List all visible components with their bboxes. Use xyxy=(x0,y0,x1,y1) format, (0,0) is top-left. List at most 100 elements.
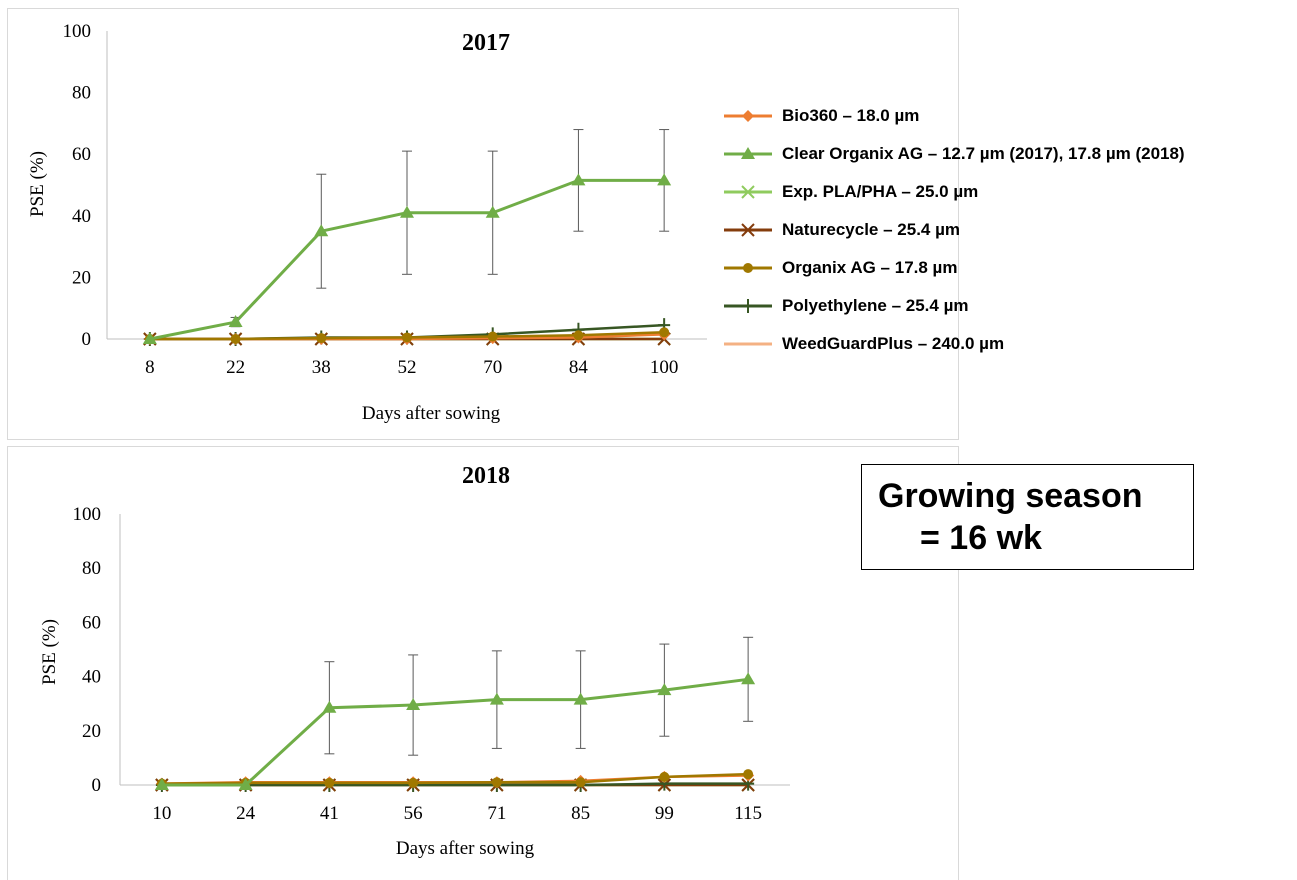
series-clear-organix xyxy=(142,129,672,344)
y-tick-label: 60 xyxy=(72,144,91,165)
legend-item: Clear Organix AG – 12.7 µm (2017), 17.8 … xyxy=(722,135,1185,173)
data-point xyxy=(491,777,502,788)
legend-swatch-bio360 xyxy=(724,110,772,122)
legend-item: Naturecycle – 25.4 µm xyxy=(722,211,1185,249)
chart-frame xyxy=(7,8,959,440)
legend-label: Exp. PLA/PHA – 25.0 µm xyxy=(782,182,979,201)
x-tick-label: 24 xyxy=(236,803,256,824)
data-point xyxy=(743,769,754,780)
legend-item: Organix AG – 17.8 µm xyxy=(722,249,1185,287)
legend-swatch-weedguardplus xyxy=(724,342,772,346)
data-point xyxy=(571,173,586,186)
data-point xyxy=(314,224,329,237)
y-tick-label: 100 xyxy=(73,504,102,525)
data-point xyxy=(489,692,504,705)
data-point xyxy=(659,327,670,338)
legend-label: Bio360 – 18.0 µm xyxy=(782,106,920,125)
x-axis-label: Days after sowing xyxy=(362,403,501,424)
legend-marker xyxy=(741,223,755,237)
legend-label: Clear Organix AG – 12.7 µm (2017), 17.8 … xyxy=(782,144,1185,163)
chart-title: 2018 xyxy=(462,463,510,489)
legend-item: WeedGuardPlus – 240.0 µm xyxy=(722,325,1185,363)
y-tick-label: 40 xyxy=(72,206,91,227)
legend-item: Exp. PLA/PHA – 25.0 µm xyxy=(722,173,1185,211)
y-tick-label: 40 xyxy=(82,667,101,688)
data-point xyxy=(324,777,335,788)
y-tick-label: 80 xyxy=(82,558,101,579)
x-tick-label: 115 xyxy=(734,803,762,824)
x-tick-label: 100 xyxy=(650,357,679,378)
series-line xyxy=(161,772,749,785)
y-axis-label: PSE (%) xyxy=(39,619,60,685)
y-tick-label: 60 xyxy=(82,612,101,633)
x-tick-label: 22 xyxy=(226,357,245,378)
data-point xyxy=(408,777,419,788)
legend-label: Organix AG – 17.8 µm xyxy=(782,258,958,277)
legend-item: Bio360 – 18.0 µm xyxy=(722,97,1185,135)
x-tick-label: 99 xyxy=(655,803,674,824)
data-point xyxy=(485,205,500,218)
chart-2018: 2018 PSE (%) Days after sowing 0 20 40 60 80… xyxy=(7,446,959,880)
data-point xyxy=(657,683,672,696)
legend-marker xyxy=(741,147,755,159)
y-tick-label: 20 xyxy=(72,267,91,288)
plot-area: 0 20 40 60 80 100 10 24 41 56 71 85 99 115 xyxy=(73,504,790,824)
series-line xyxy=(161,677,749,787)
growing-season-line1: Growing season xyxy=(878,477,1143,515)
data-point xyxy=(228,315,243,328)
legend-label: Naturecycle – 25.4 µm xyxy=(782,220,961,239)
x-tick-label: 52 xyxy=(398,357,417,378)
x-tick-label: 70 xyxy=(483,357,502,378)
legend-swatch-organix-ag xyxy=(724,263,772,273)
x-tick-label: 38 xyxy=(312,357,331,378)
legend-item: Polyethylene – 25.4 µm xyxy=(722,287,1185,325)
data-point xyxy=(154,778,169,790)
x-tick-label: 85 xyxy=(571,803,590,824)
legend-marker xyxy=(742,299,754,313)
chart-2017: 2017 PSE (%) Days after sowing 0 20 40 60 80… xyxy=(7,8,959,440)
legend-marker xyxy=(742,110,754,122)
legend-label: WeedGuardPlus – 240.0 µm xyxy=(782,334,1005,353)
y-tick-label: 0 xyxy=(82,329,92,350)
data-point xyxy=(575,777,586,788)
legend-swatch-naturecycle xyxy=(724,223,772,237)
chart-frame xyxy=(7,446,959,880)
legend-swatch-exp-pla-pha xyxy=(724,185,772,199)
data-point xyxy=(573,692,588,705)
legend: Bio360 – 18.0 µm Clear Organix AG – 12.7… xyxy=(722,97,1185,363)
legend-marker xyxy=(743,263,753,273)
y-tick-label: 80 xyxy=(72,83,91,104)
legend-swatch-clear-organix xyxy=(724,147,772,159)
series-line xyxy=(161,782,749,787)
x-tick-label: 84 xyxy=(569,357,589,378)
plot-area: 0 20 40 60 80 100 8 22 38 52 70 84 100 xyxy=(63,21,707,378)
data-point xyxy=(316,333,327,344)
y-tick-label: 0 xyxy=(92,775,102,796)
y-axis-label: PSE (%) xyxy=(27,151,48,217)
data-point xyxy=(238,778,253,790)
legend-marker xyxy=(741,185,755,199)
data-point xyxy=(142,332,157,344)
growing-season-line2: = 16 wk xyxy=(920,519,1042,557)
data-point xyxy=(322,700,337,713)
series-clear-organix xyxy=(154,636,756,790)
x-tick-label: 41 xyxy=(320,803,339,824)
data-point xyxy=(402,332,412,343)
data-point xyxy=(400,205,414,218)
y-tick-label: 100 xyxy=(63,21,92,42)
x-tick-label: 56 xyxy=(404,803,423,824)
data-point xyxy=(657,173,672,186)
growing-season-callout: Growing season = 16 wk xyxy=(861,464,1194,570)
legend-label: Polyethylene – 25.4 µm xyxy=(782,296,969,315)
x-tick-label: 71 xyxy=(487,803,506,824)
data-point xyxy=(406,698,421,711)
legend-swatch-polyethylene xyxy=(724,299,772,313)
x-tick-label: 10 xyxy=(152,803,171,824)
data-point xyxy=(487,331,498,342)
series-organix-ag xyxy=(156,769,754,789)
chart-title: 2017 xyxy=(462,30,510,56)
data-point xyxy=(230,334,241,344)
data-point xyxy=(659,771,670,782)
x-tick-label: 8 xyxy=(145,357,155,378)
data-point xyxy=(741,672,756,685)
